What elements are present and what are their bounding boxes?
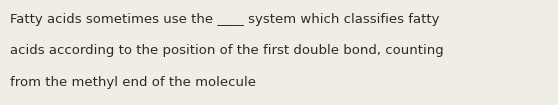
Text: acids according to the position of the first double bond, counting: acids according to the position of the f… — [10, 44, 444, 57]
Text: from the methyl end of the molecule: from the methyl end of the molecule — [10, 76, 256, 89]
Text: Fatty acids sometimes use the ____ system which classifies fatty: Fatty acids sometimes use the ____ syste… — [10, 13, 440, 26]
